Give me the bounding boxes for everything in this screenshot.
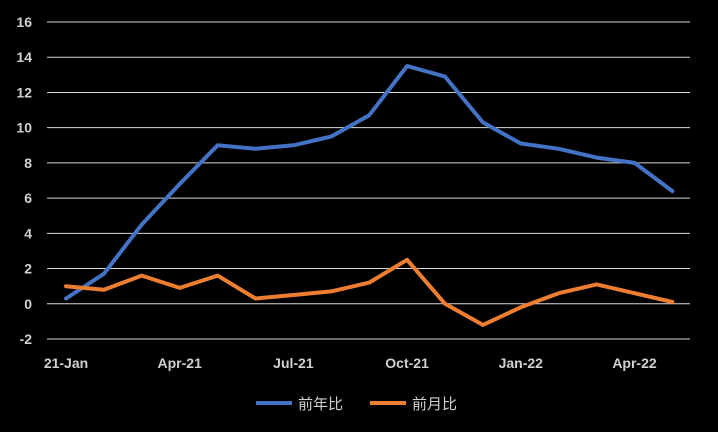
data-point: [406, 65, 408, 67]
x-tick-label: Apr-21: [158, 355, 203, 371]
y-tick-label: 16: [16, 14, 32, 30]
y-tick-label: -2: [20, 331, 33, 347]
data-point: [255, 297, 256, 299]
data-point: [103, 289, 105, 291]
data-point: [444, 303, 446, 305]
data-point: [217, 144, 219, 146]
gridlines: [47, 21, 690, 340]
data-point: [482, 121, 484, 123]
series-lines: [64, 64, 675, 327]
data-point: [596, 157, 598, 159]
data-point: [292, 294, 294, 296]
data-point: [179, 287, 181, 289]
data-point: [65, 297, 67, 299]
data-point: [141, 224, 143, 226]
data-point: [444, 76, 446, 78]
y-tick-label: 8: [24, 155, 32, 171]
x-tick-label: Apr-22: [612, 355, 657, 371]
x-tick-label: Oct-21: [385, 355, 429, 371]
y-tick-label: 6: [24, 190, 32, 206]
data-point: [217, 275, 219, 277]
y-tick-label: 0: [24, 296, 32, 312]
data-point: [634, 162, 635, 164]
data-point: [368, 282, 370, 284]
data-point: [330, 290, 332, 292]
data-point: [558, 148, 560, 150]
data-point: [368, 114, 370, 116]
x-axis-ticks: 21-Jan Apr-21 Jul-21 Oct-21 Jan-22 Apr-22: [44, 355, 657, 371]
data-point: [292, 144, 294, 146]
y-axis-ticks: -2 0 2 4 6 8 10 12 14 16: [16, 14, 32, 347]
data-point: [671, 190, 673, 192]
y-tick-label: 2: [24, 261, 32, 277]
series-line-2: [64, 257, 675, 327]
data-point: [520, 143, 522, 145]
series-line-1: [64, 64, 675, 301]
legend: 前年比 前月比: [256, 395, 457, 413]
y-tick-label: 10: [16, 120, 32, 136]
data-point: [482, 324, 484, 326]
legend-label-series-2: 前月比: [412, 395, 457, 413]
y-tick-label: 12: [16, 84, 32, 100]
data-point: [406, 259, 408, 261]
data-point: [520, 306, 522, 308]
y-tick-label: 4: [24, 225, 32, 241]
x-tick-label: Jan-22: [499, 355, 544, 371]
x-tick-label: 21-Jan: [44, 355, 88, 371]
data-point: [141, 275, 143, 277]
data-point: [255, 148, 256, 150]
data-point: [103, 273, 105, 275]
data-point: [634, 292, 635, 294]
x-tick-label: Jul-21: [273, 355, 314, 371]
data-point: [179, 183, 181, 185]
data-point: [671, 301, 673, 303]
legend-label-series-1: 前年比: [298, 395, 343, 413]
y-tick-label: 14: [16, 49, 32, 65]
data-point: [558, 292, 560, 294]
data-point: [330, 135, 332, 137]
data-point: [65, 285, 67, 287]
data-point: [596, 283, 598, 285]
